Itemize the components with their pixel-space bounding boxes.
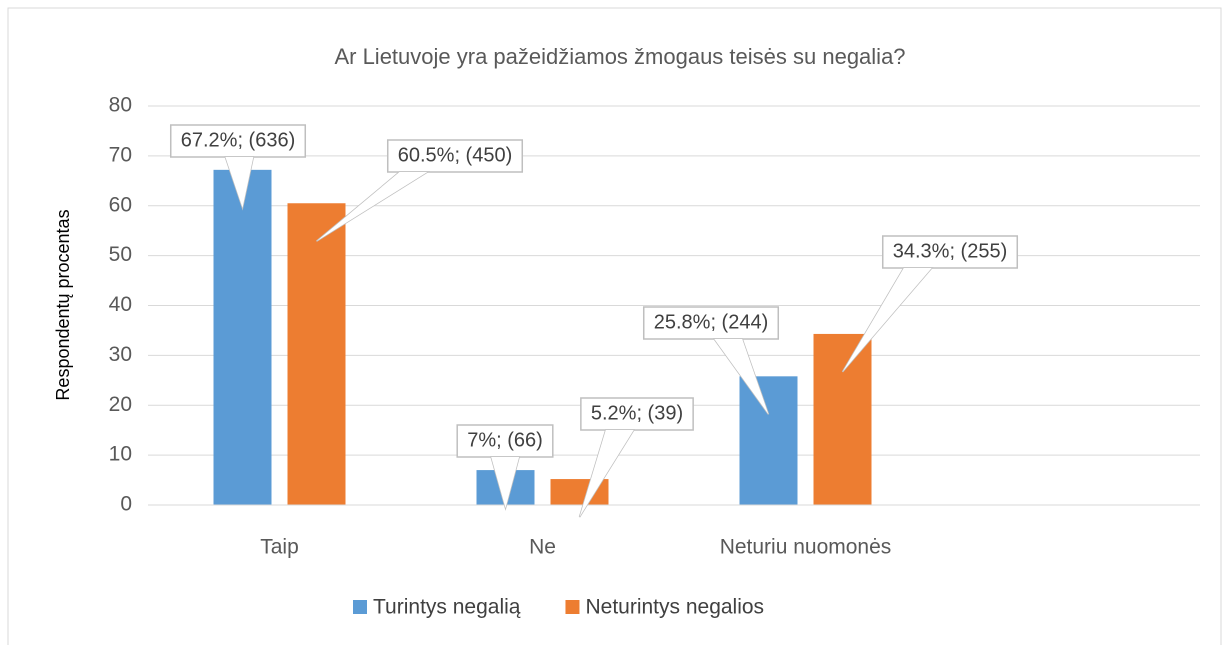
y-axis-title: Respondentų procentas: [53, 209, 73, 400]
y-tick-label: 20: [109, 393, 132, 416]
chart-title: Ar Lietuvoje yra pažeidžiamos žmogaus te…: [334, 44, 905, 69]
callout-box: [642, 306, 780, 340]
y-tick-label: 30: [109, 343, 132, 366]
bar: [287, 203, 346, 505]
data-label: 34.3%; (255): [893, 240, 1008, 262]
callout-join: [491, 457, 520, 509]
y-tick-label: 80: [109, 94, 132, 117]
bar: [213, 169, 272, 505]
callout-box: [386, 139, 524, 173]
callout-join: [842, 268, 932, 372]
legend-swatch: [565, 600, 580, 614]
y-tick-label: 60: [109, 193, 132, 216]
callout-join: [225, 157, 254, 208]
x-tick-label: Taip: [260, 536, 299, 559]
data-label: 67.2%; (636): [181, 129, 296, 151]
bar: [739, 376, 798, 505]
callout-join: [579, 430, 634, 518]
callout-join: [714, 339, 769, 415]
y-tick-label: 70: [109, 143, 132, 166]
y-tick-label: 40: [109, 293, 132, 316]
chart-frame: [7, 7, 1222, 645]
data-label: 25.8%; (244): [654, 311, 769, 333]
legend-label: Turintys negalią: [373, 596, 521, 619]
data-label: 7%; (66): [467, 429, 543, 451]
y-tick-label: 10: [109, 443, 132, 466]
callout-join: [316, 172, 428, 242]
x-tick-label: Ne: [529, 536, 556, 559]
data-label: 5.2%; (39): [591, 402, 683, 424]
callout-box: [881, 235, 1019, 269]
legend-label: Neturintys negalios: [585, 596, 764, 619]
bar: [813, 333, 872, 505]
y-tick-label: 50: [109, 243, 132, 266]
callout-box: [580, 397, 694, 431]
y-tick-label: 0: [120, 493, 132, 516]
legend-swatch: [353, 600, 367, 614]
data-label: 60.5%; (450): [398, 144, 513, 166]
x-tick-label: Neturiu nuomonės: [720, 536, 892, 559]
